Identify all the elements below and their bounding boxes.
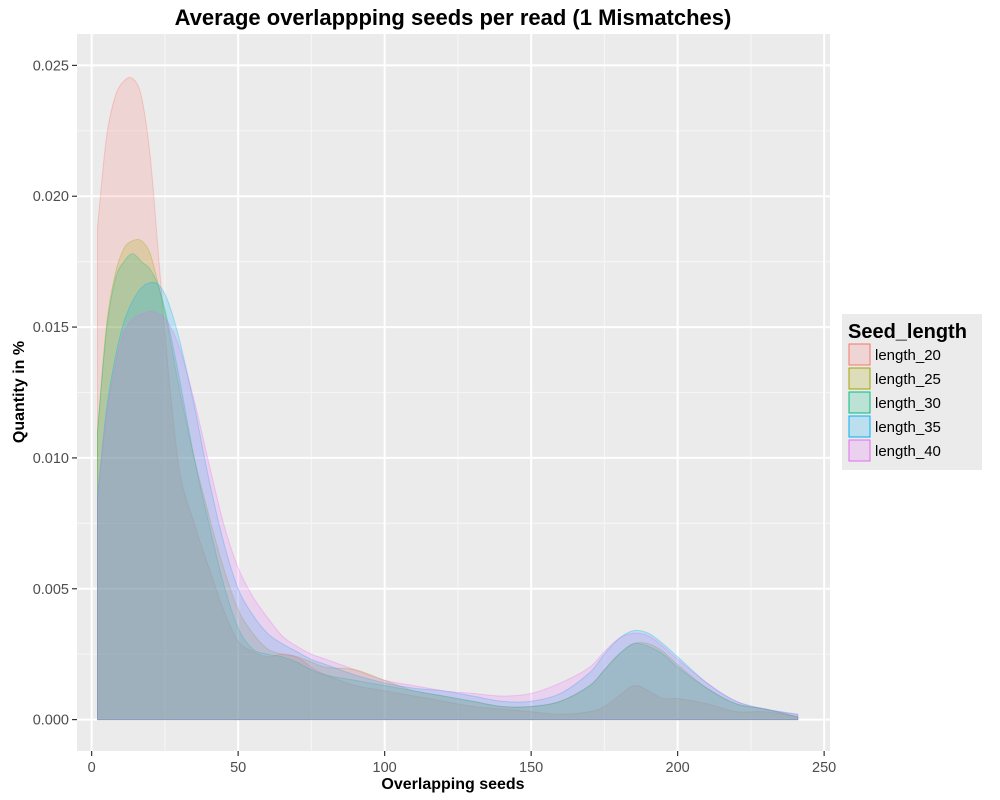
x-tick-label: 150 (519, 760, 543, 776)
y-tick-label: 0.000 (33, 713, 69, 729)
legend-label-length-30: length_30 (875, 395, 941, 412)
legend-key-length-25 (848, 367, 871, 390)
legend-key-length-30 (848, 391, 871, 414)
legend-label-length-35: length_35 (875, 419, 941, 436)
density-area-length-40 (97, 310, 799, 721)
legend-title: Seed_length (848, 321, 967, 343)
density-area-length-30 (97, 253, 799, 721)
y-tick-label: 0.005 (33, 582, 69, 598)
chart-title: Average overlappping seeds per read (1 M… (175, 5, 732, 30)
density-area-length-20 (97, 76, 799, 721)
y-tick-label: 0.015 (33, 320, 69, 336)
x-axis: 0 50 100 150 200 250 (88, 751, 836, 776)
density-area-length-35 (97, 281, 799, 721)
legend-key-length-35 (848, 415, 871, 438)
y-axis: 0.000 0.005 0.010 0.015 0.020 0.025 (33, 58, 77, 729)
legend-label-length-40: length_40 (875, 443, 941, 460)
legend-items: length_20 length_25 length_30 length_35leng… (848, 343, 941, 462)
y-axis-label: Quantity in % (11, 341, 28, 443)
x-tick-label: 50 (230, 760, 246, 776)
x-tick-label: 250 (812, 760, 836, 776)
grid-major (77, 34, 830, 751)
x-tick-label: 100 (373, 760, 397, 776)
legend: Seed_length length_20length_25length_30l… (842, 314, 982, 470)
legend-key-length-40 (848, 439, 871, 462)
grid-minor (77, 34, 830, 751)
density-area-length-25 (97, 238, 799, 721)
legend-key-length-20 (848, 343, 871, 366)
legend-label-length-20: length_20 (875, 347, 941, 364)
series-layer (97, 76, 799, 721)
x-axis-label: Overlapping seeds (381, 776, 524, 793)
legend-label-length-25: length_25 (875, 371, 941, 388)
x-tick-label: 0 (88, 760, 96, 776)
y-tick-label: 0.010 (33, 451, 69, 467)
x-tick-label: 200 (666, 760, 690, 776)
y-tick-label: 0.025 (33, 58, 69, 74)
y-tick-label: 0.020 (33, 189, 69, 205)
